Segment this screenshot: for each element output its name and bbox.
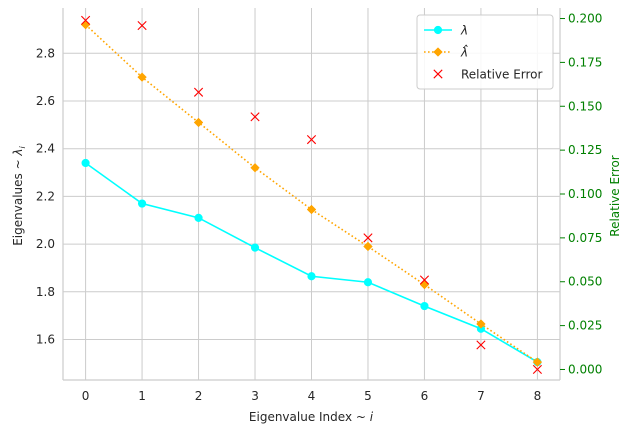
y2-tick-label: 0.175 xyxy=(568,55,602,69)
x-tick-label: 2 xyxy=(195,389,203,403)
y2-tick-label: 0.050 xyxy=(568,275,602,289)
series-0-point xyxy=(250,243,260,252)
series-2-point xyxy=(476,340,486,350)
legend-entry: Relative Error xyxy=(433,68,543,82)
series-2-point xyxy=(137,20,147,31)
y-tick-label: 2.8 xyxy=(36,46,55,60)
y-axis-label: Eigenvalues ~ λi xyxy=(11,145,27,245)
legend-label: λ xyxy=(460,24,468,38)
y2-tick-label: 0.075 xyxy=(568,231,602,245)
y2-axis-label: Relative Error xyxy=(608,155,622,237)
x-tick-label: 3 xyxy=(251,389,259,403)
y2-tick-label: 0.200 xyxy=(568,12,602,26)
series-1-point xyxy=(363,241,373,252)
series-2-point xyxy=(250,112,260,122)
x-tick-label: 8 xyxy=(534,389,542,403)
legend: λ λ̂ Relative Error xyxy=(416,14,554,90)
series-0-point xyxy=(363,278,373,287)
y-tick-label: 2.4 xyxy=(36,142,55,156)
x-tick-label: 1 xyxy=(138,389,146,403)
series-0-point xyxy=(420,301,429,311)
y2-tick-label: 0.150 xyxy=(568,99,602,113)
series-2-point xyxy=(306,135,317,145)
series-2-point xyxy=(532,364,542,375)
y-tick-label: 2.6 xyxy=(36,94,55,108)
x-tick-label: 4 xyxy=(308,389,316,403)
grid-lines xyxy=(63,8,560,380)
x-tick-label: 7 xyxy=(477,389,485,403)
x-tick-label: 5 xyxy=(364,389,372,403)
series-2-point xyxy=(363,233,373,243)
series-0-point xyxy=(137,199,147,208)
legend-label: λ̂ xyxy=(460,43,468,59)
plot-area xyxy=(80,15,543,375)
series-1-point xyxy=(250,163,260,173)
legend-box xyxy=(416,14,554,90)
y2-tick-label: 0.025 xyxy=(568,319,602,333)
legend-marker xyxy=(433,69,443,79)
legend-entry: λ xyxy=(424,24,468,38)
x-axis-label: Eigenvalue Index ~ i xyxy=(249,410,374,424)
y2-tick-label: 0.000 xyxy=(568,362,602,376)
y2-tick-label: 0.100 xyxy=(568,187,602,201)
series-1-point xyxy=(476,319,486,329)
series-2-point xyxy=(419,275,430,285)
x-tick-label: 0 xyxy=(82,389,90,403)
series-2-point xyxy=(193,87,204,97)
legend-label: Relative Error xyxy=(461,68,543,82)
x-tick-label: 6 xyxy=(421,389,429,403)
y-tick-label: 1.8 xyxy=(36,285,55,299)
series-0-point xyxy=(81,158,90,168)
series-1-point xyxy=(306,204,317,215)
series-1-point xyxy=(532,357,543,367)
legend-marker xyxy=(433,25,443,35)
legend-marker xyxy=(433,47,443,57)
y-tick-label: 2.2 xyxy=(36,189,55,203)
series-0-point xyxy=(194,213,203,222)
series-0-point xyxy=(307,272,316,281)
series-1-point xyxy=(137,72,147,82)
series-2-point xyxy=(81,15,91,25)
y-tick-label: 2.0 xyxy=(36,237,55,251)
tick-labels: 0 1 2 3 4 5 6 7 8 1.6 1.8 2.0 2.2 2.4 2.6 2.8 0.000 0.025… xyxy=(36,12,602,403)
legend-entry: λ̂ xyxy=(424,43,468,60)
y-tick-label: 1.6 xyxy=(36,332,55,346)
y2-tick-label: 0.125 xyxy=(568,143,602,157)
series-1-point xyxy=(193,117,204,128)
